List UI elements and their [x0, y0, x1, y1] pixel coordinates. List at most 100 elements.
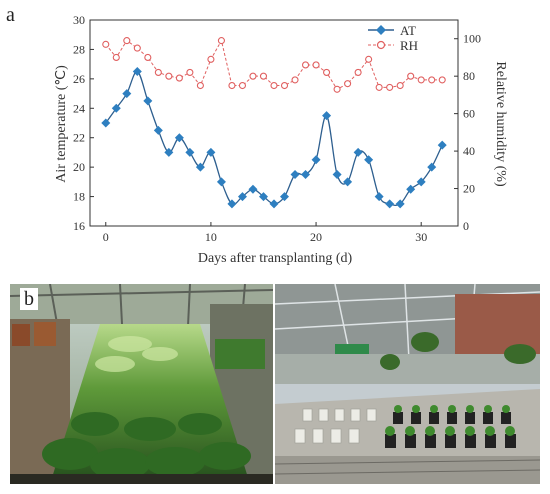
at-data-point	[385, 199, 395, 209]
y-left-tick-label: 18	[73, 190, 85, 204]
plot-frame	[89, 19, 459, 227]
at-data-point	[343, 177, 353, 187]
rh-data-point	[438, 76, 446, 84]
rh-data-point	[417, 76, 425, 84]
panel-label-b: b	[20, 288, 38, 310]
at-data-point	[364, 155, 374, 165]
axes-frame	[89, 19, 459, 227]
at-data-point	[332, 170, 342, 179]
y-axis-left-title: Air temperature (℃)	[54, 65, 69, 183]
at-data-point	[416, 177, 426, 187]
at-data-point	[269, 199, 279, 209]
rh-data-point	[312, 61, 320, 69]
rh-data-point	[154, 68, 162, 76]
at-data-point	[395, 199, 405, 209]
at-data-point	[248, 184, 258, 194]
axis-tick-labels: 0 10 20 30 16 18 20 22 24 26 28 30 0 20 40 60 80 100	[73, 13, 481, 244]
rh-data-point	[333, 85, 341, 93]
y-right-tick-label: 100	[463, 32, 481, 46]
series-at-line	[105, 70, 443, 206]
rh-data-point	[144, 53, 152, 62]
at-data-point	[101, 118, 111, 128]
rh-data-point	[186, 68, 194, 76]
rh-data-point	[270, 81, 278, 90]
at-data-point	[122, 89, 132, 99]
rh-data-point	[301, 61, 310, 69]
rh-data-point	[291, 76, 299, 84]
rh-data-point	[217, 37, 225, 45]
at-data-point	[111, 103, 121, 113]
x-axis-title: Days after transplanting (d)	[198, 251, 353, 266]
rh-data-point	[207, 55, 215, 63]
legend-at-label: AT	[400, 23, 416, 38]
at-data-point	[153, 125, 163, 135]
rh-data-point	[249, 72, 257, 80]
y-left-tick-label: 28	[73, 42, 85, 56]
at-data-point	[206, 147, 216, 157]
rh-data-point	[386, 83, 394, 91]
y-left-tick-label: 22	[73, 131, 85, 145]
y-right-tick-label: 20	[463, 182, 475, 196]
rh-data-point	[165, 72, 173, 80]
at-data-point	[185, 147, 195, 157]
temperature-humidity-chart: 0 10 20 30 16 18 20 22 24 26 28 30 0 20 40 60 80 100 Days…	[54, 13, 508, 266]
rh-data-point	[238, 81, 247, 90]
legend: AT RH	[368, 23, 418, 53]
y-right-tick-label: 60	[463, 107, 475, 121]
rh-data-point	[102, 40, 110, 48]
rh-data-point	[280, 81, 289, 90]
rh-data-point	[133, 44, 141, 52]
y-right-tick-label: 40	[463, 144, 475, 158]
at-data-point	[258, 192, 268, 202]
at-data-point	[311, 155, 321, 165]
at-data-point	[280, 192, 290, 202]
rh-data-point	[344, 80, 352, 88]
y-right-tick-label: 0	[463, 219, 469, 233]
y-left-tick-label: 24	[73, 101, 85, 115]
y-left-tick-label: 30	[73, 13, 85, 27]
at-data-point	[237, 192, 247, 202]
x-tick-label: 30	[415, 230, 427, 244]
x-tick-label: 0	[103, 230, 109, 244]
at-data-point	[301, 170, 311, 179]
at-data-point	[322, 111, 332, 121]
greenhouse-photo-right	[275, 284, 540, 484]
rh-data-point	[228, 81, 236, 90]
y-left-tick-label: 20	[73, 160, 85, 174]
series-layer	[101, 37, 447, 209]
at-data-point	[164, 147, 174, 157]
x-tick-label: 20	[310, 230, 322, 244]
at-data-point	[195, 162, 205, 172]
y-axis-right-title: Relative humidity (%)	[493, 61, 508, 187]
rh-data-point	[123, 37, 131, 45]
rh-data-point	[365, 55, 373, 63]
rh-data-point	[112, 53, 120, 62]
at-data-point	[353, 147, 363, 157]
rh-data-point	[323, 68, 331, 76]
rh-data-point	[196, 81, 204, 90]
rh-data-point	[175, 74, 183, 82]
greenhouse-photo-left	[10, 284, 273, 484]
at-data-point	[227, 199, 237, 209]
at-data-point	[132, 67, 142, 76]
at-data-point	[374, 192, 384, 202]
y-left-tick-label: 16	[73, 219, 85, 233]
at-data-point	[216, 177, 226, 187]
legend-rh-marker	[376, 40, 386, 50]
rh-data-point	[375, 83, 383, 91]
at-data-point	[143, 96, 153, 106]
at-data-point	[406, 184, 416, 194]
rh-data-point	[396, 81, 404, 90]
legend-rh-label: RH	[400, 38, 418, 53]
x-tick-label: 10	[205, 230, 217, 244]
at-data-point	[290, 170, 300, 179]
panel-label-a: a	[6, 4, 15, 26]
at-data-point	[437, 140, 447, 150]
y-left-tick-label: 26	[73, 72, 85, 86]
rh-data-point	[428, 76, 436, 84]
legend-at-marker	[376, 25, 386, 35]
at-data-point	[174, 133, 184, 143]
rh-data-point	[354, 68, 362, 76]
rh-data-point	[259, 72, 268, 80]
at-data-point	[427, 162, 437, 172]
